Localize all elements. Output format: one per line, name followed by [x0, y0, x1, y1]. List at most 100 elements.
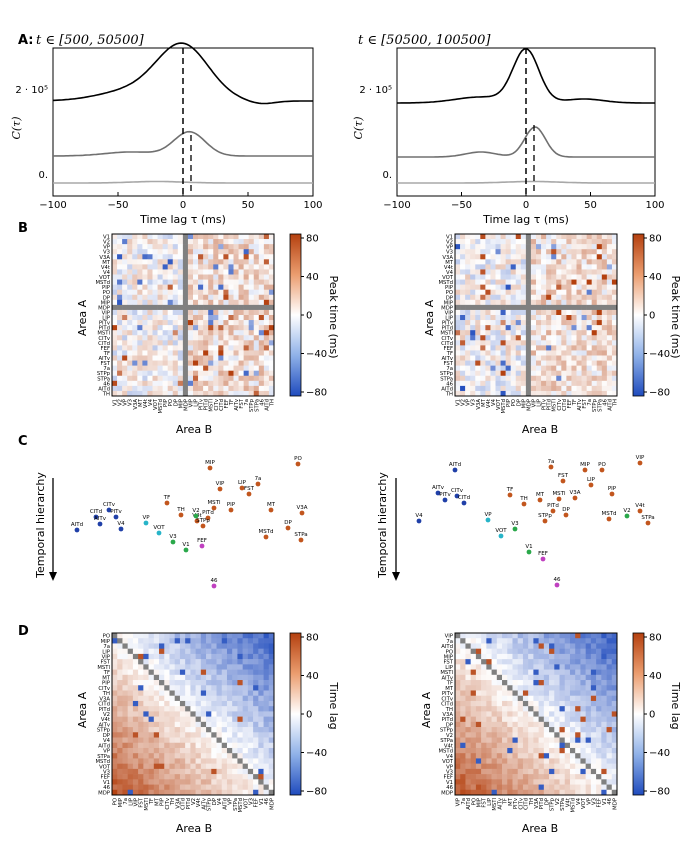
- matrix-cell: [258, 633, 264, 639]
- matrix-cell: [263, 700, 270, 707]
- matrix-cell: [138, 706, 144, 712]
- matrix-cell: [193, 330, 199, 336]
- matrix-cell: [263, 659, 270, 665]
- matrix-cell: [528, 732, 534, 738]
- matrix-cell: [174, 758, 181, 764]
- matrix-cell: [546, 269, 552, 275]
- matrix-cell: [486, 732, 492, 738]
- matrix-cell: [490, 304, 496, 311]
- matrix-cell: [221, 659, 228, 665]
- matrix-cell: [525, 335, 532, 341]
- matrix-cell: [208, 315, 214, 321]
- matrix-cell: [228, 264, 234, 270]
- matrix-cell: [211, 648, 217, 655]
- matrix-cell: [132, 375, 138, 382]
- matrix-cell: [172, 234, 179, 240]
- matrix-cell: [496, 758, 503, 764]
- matrix-cell: [185, 747, 191, 754]
- matrix-cell: [475, 753, 482, 759]
- matrix-cell: [200, 664, 207, 670]
- matrix-cell: [528, 784, 534, 791]
- colorbar-tick-label: −80: [306, 787, 327, 798]
- matrix-cell: [530, 269, 537, 275]
- matrix-cell: [485, 299, 491, 306]
- matrix-cell: [538, 742, 545, 749]
- matrix-cell: [137, 244, 143, 250]
- matrix-cell: [138, 753, 144, 759]
- matrix-cell: [543, 664, 550, 670]
- matrix-cell: [576, 355, 582, 361]
- matrix-cell: [177, 360, 184, 366]
- matrix-cell: [195, 779, 202, 785]
- matrix-cell: [591, 304, 598, 311]
- matrix-cell: [142, 234, 148, 240]
- matrix-cell: [601, 380, 608, 387]
- matrix-cell: [216, 706, 223, 712]
- matrix-cell: [475, 264, 481, 270]
- matrix-cell: [590, 664, 597, 670]
- matrix-cell: [546, 309, 552, 316]
- matrix-cell: [500, 259, 506, 265]
- matrix-cell: [530, 304, 537, 311]
- matrix-cell: [586, 380, 592, 387]
- matrix-cell: [127, 269, 133, 275]
- matrix-cell: [585, 674, 592, 681]
- matrix-cell: [601, 320, 608, 326]
- matrix-cell: [233, 299, 239, 306]
- matrix-cell: [538, 695, 545, 702]
- matrix-cell: [179, 789, 186, 796]
- matrix-cell: [147, 315, 153, 321]
- matrix-col-label: MT: [138, 398, 144, 407]
- matrix-cell: [481, 716, 487, 723]
- matrix-cell: [512, 779, 519, 785]
- matrix-cell: [559, 669, 566, 676]
- matrix-cell: [601, 638, 607, 644]
- matrix-cell: [470, 234, 476, 240]
- matrix-cell: [533, 653, 539, 660]
- matrix-cell: [179, 653, 186, 660]
- matrix-cell: [152, 269, 158, 275]
- matrix-cell: [143, 737, 149, 744]
- matrix-cell: [258, 304, 265, 311]
- matrix-cell: [258, 360, 265, 366]
- matrix-cell: [536, 294, 542, 301]
- matrix-cell: [470, 264, 476, 270]
- matrix-cell: [247, 742, 254, 749]
- matrix-cell: [505, 284, 511, 290]
- panel-a-left-ytick-1: 0.: [38, 170, 48, 181]
- matrix-cell: [502, 633, 508, 639]
- matrix-cell: [590, 700, 597, 707]
- matrix-cell: [490, 279, 496, 285]
- matrix-cell: [569, 680, 576, 686]
- matrix-cell: [182, 345, 189, 351]
- matrix-cell: [268, 315, 275, 321]
- matrix-cell: [490, 345, 496, 351]
- matrix-cell: [248, 375, 255, 382]
- hierarchy-label: FEF: [197, 538, 207, 544]
- matrix-row-label: STPa: [440, 376, 453, 382]
- matrix-cell: [536, 244, 542, 250]
- matrix-cell: [153, 695, 160, 702]
- matrix-cell: [127, 643, 134, 649]
- matrix-cell: [195, 711, 202, 717]
- matrix-cell: [253, 289, 260, 296]
- matrix-cell: [142, 274, 148, 280]
- matrix-cell: [502, 716, 508, 723]
- matrix-cell: [536, 375, 542, 382]
- matrix-cell: [520, 299, 527, 306]
- matrix-cell: [112, 638, 118, 644]
- matrix-cell: [611, 239, 618, 245]
- matrix-cell: [182, 355, 189, 361]
- matrix-cell: [153, 774, 160, 780]
- matrix-cell: [517, 711, 524, 717]
- matrix-row-label: AITd: [98, 386, 110, 392]
- matrix-row-label: CITd: [441, 341, 453, 347]
- matrix-cell: [162, 294, 168, 301]
- matrix-cell: [137, 360, 143, 366]
- matrix-cell: [243, 299, 249, 306]
- matrix-cell: [507, 789, 513, 796]
- matrix-cell: [253, 774, 259, 780]
- matrix-cell: [596, 727, 602, 733]
- matrix-cell: [142, 380, 148, 387]
- matrix-cell: [243, 325, 249, 331]
